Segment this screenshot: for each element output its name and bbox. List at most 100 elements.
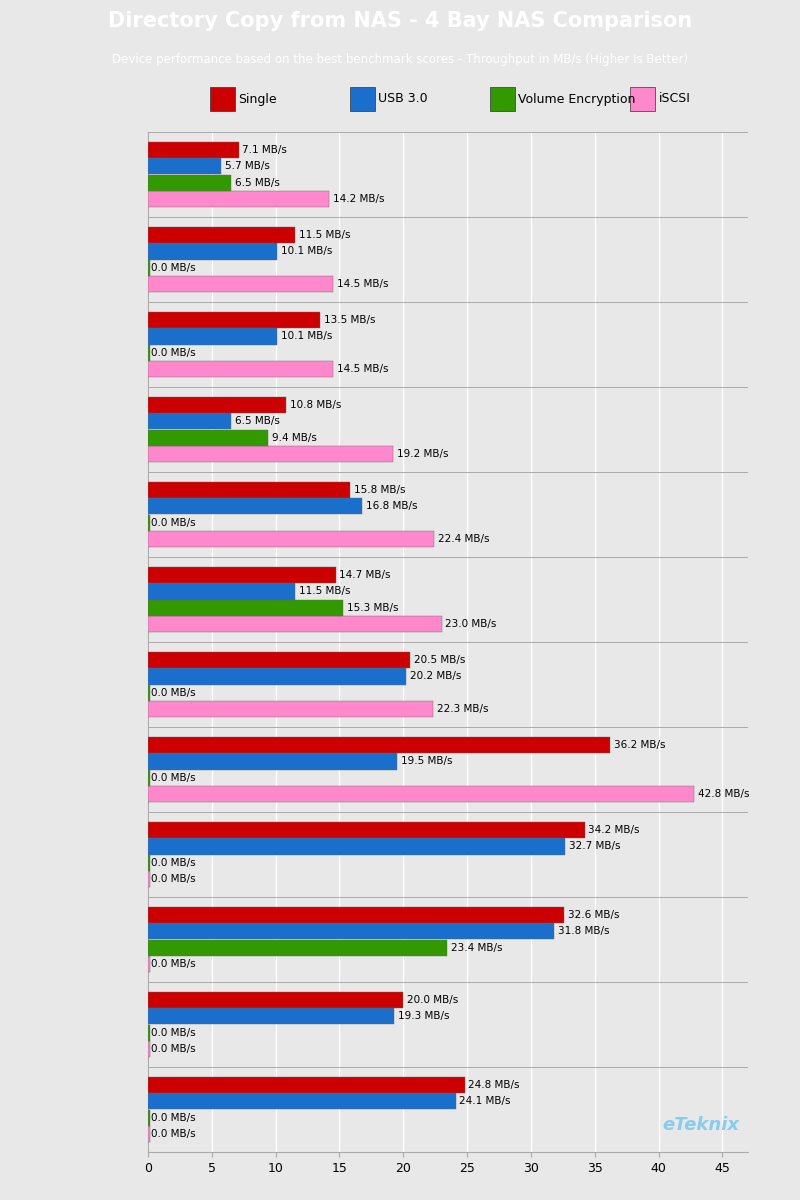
Text: USB 3.0: USB 3.0 [378, 92, 428, 106]
Text: 0.0 MB/s: 0.0 MB/s [151, 773, 196, 782]
Bar [148, 822, 585, 839]
Text: 0.0 MB/s: 0.0 MB/s [151, 959, 196, 968]
Bar [350, 88, 375, 110]
Bar [630, 88, 655, 110]
Text: 22.3 MB/s: 22.3 MB/s [437, 703, 488, 714]
Text: 14.5 MB/s: 14.5 MB/s [337, 364, 389, 373]
Text: 10.8 MB/s: 10.8 MB/s [290, 401, 341, 410]
Text: 9.4 MB/s: 9.4 MB/s [272, 432, 317, 443]
Text: 36.2 MB/s: 36.2 MB/s [614, 740, 666, 750]
Text: 0.0 MB/s: 0.0 MB/s [151, 1112, 196, 1122]
Bar [148, 737, 610, 754]
Bar [148, 158, 221, 174]
Bar [148, 191, 330, 206]
Text: 24.1 MB/s: 24.1 MB/s [459, 1097, 511, 1106]
Text: 6.5 MB/s: 6.5 MB/s [235, 416, 280, 426]
Bar [148, 413, 231, 430]
Bar [148, 754, 397, 769]
Bar [148, 430, 268, 445]
Text: 0.0 MB/s: 0.0 MB/s [151, 874, 196, 883]
Bar [148, 445, 393, 462]
Text: 0.0 MB/s: 0.0 MB/s [151, 688, 196, 697]
Text: 32.6 MB/s: 32.6 MB/s [568, 911, 619, 920]
Bar [148, 1126, 150, 1142]
Text: 0.0 MB/s: 0.0 MB/s [151, 1044, 196, 1054]
Text: 0.0 MB/s: 0.0 MB/s [151, 263, 196, 272]
Text: eTeknix: eTeknix [662, 1116, 739, 1134]
Bar [148, 1110, 150, 1126]
Bar [148, 923, 554, 940]
Bar [148, 871, 150, 887]
Bar [148, 854, 150, 871]
Bar [148, 600, 343, 616]
Text: 19.2 MB/s: 19.2 MB/s [397, 449, 449, 458]
Bar [148, 312, 320, 329]
Bar [148, 668, 406, 684]
Bar [148, 992, 403, 1008]
Text: Directory Copy from NAS - 4 Bay NAS Comparison: Directory Copy from NAS - 4 Bay NAS Comp… [108, 11, 692, 31]
Bar [148, 839, 566, 854]
Text: 10.1 MB/s: 10.1 MB/s [281, 246, 332, 257]
Text: 20.0 MB/s: 20.0 MB/s [407, 995, 458, 1006]
Text: 15.3 MB/s: 15.3 MB/s [347, 602, 398, 612]
Text: 0.0 MB/s: 0.0 MB/s [151, 1129, 196, 1139]
Text: 32.7 MB/s: 32.7 MB/s [570, 841, 621, 852]
Text: 14.5 MB/s: 14.5 MB/s [337, 278, 389, 289]
Bar [148, 344, 150, 361]
Bar [148, 482, 350, 498]
Text: 0.0 MB/s: 0.0 MB/s [151, 517, 196, 528]
Text: iSCSI: iSCSI [658, 92, 690, 106]
Bar [148, 174, 231, 191]
Bar [148, 276, 333, 292]
Text: 13.5 MB/s: 13.5 MB/s [324, 316, 376, 325]
Text: 14.7 MB/s: 14.7 MB/s [339, 570, 391, 581]
Text: Device performance based on the best benchmark scores - Throughput in MB/s (High: Device performance based on the best ben… [112, 53, 688, 66]
Text: Volume Encryption: Volume Encryption [518, 92, 636, 106]
Bar [148, 769, 150, 786]
Bar [148, 684, 150, 701]
Text: 10.1 MB/s: 10.1 MB/s [281, 331, 332, 342]
Bar [148, 907, 564, 923]
Text: 22.4 MB/s: 22.4 MB/s [438, 534, 490, 544]
Bar [148, 1093, 456, 1110]
Text: 14.2 MB/s: 14.2 MB/s [333, 193, 385, 204]
Bar [148, 259, 150, 276]
Bar [148, 616, 442, 631]
Text: 20.5 MB/s: 20.5 MB/s [414, 655, 465, 665]
Text: 5.7 MB/s: 5.7 MB/s [225, 162, 270, 172]
Text: 11.5 MB/s: 11.5 MB/s [298, 587, 350, 596]
Bar [148, 244, 277, 259]
Text: 0.0 MB/s: 0.0 MB/s [151, 1027, 196, 1038]
Text: 11.5 MB/s: 11.5 MB/s [298, 230, 350, 240]
Text: 23.4 MB/s: 23.4 MB/s [450, 942, 502, 953]
Bar [148, 568, 336, 583]
Bar [148, 955, 150, 972]
Bar [148, 329, 277, 344]
Bar [148, 701, 433, 716]
Text: 16.8 MB/s: 16.8 MB/s [366, 502, 418, 511]
Text: 34.2 MB/s: 34.2 MB/s [589, 826, 640, 835]
Bar [148, 1040, 150, 1057]
Text: 7.1 MB/s: 7.1 MB/s [242, 145, 287, 155]
Bar [148, 940, 446, 955]
Text: 24.8 MB/s: 24.8 MB/s [469, 1080, 520, 1091]
Text: 0.0 MB/s: 0.0 MB/s [151, 858, 196, 868]
Text: 20.2 MB/s: 20.2 MB/s [410, 672, 461, 682]
Bar [148, 786, 694, 802]
Text: 42.8 MB/s: 42.8 MB/s [698, 788, 750, 799]
Text: 15.8 MB/s: 15.8 MB/s [354, 485, 405, 496]
Bar [148, 652, 410, 668]
Bar [148, 1008, 394, 1025]
Bar [148, 1078, 465, 1093]
Bar [148, 498, 362, 515]
Bar [490, 88, 515, 110]
Bar [148, 515, 150, 530]
Text: 19.5 MB/s: 19.5 MB/s [401, 756, 452, 767]
Bar [148, 1025, 150, 1040]
Bar [148, 142, 238, 158]
Text: 19.3 MB/s: 19.3 MB/s [398, 1012, 450, 1021]
Bar [148, 583, 295, 600]
Text: 23.0 MB/s: 23.0 MB/s [446, 619, 497, 629]
Text: Single: Single [238, 92, 277, 106]
Text: 0.0 MB/s: 0.0 MB/s [151, 348, 196, 358]
